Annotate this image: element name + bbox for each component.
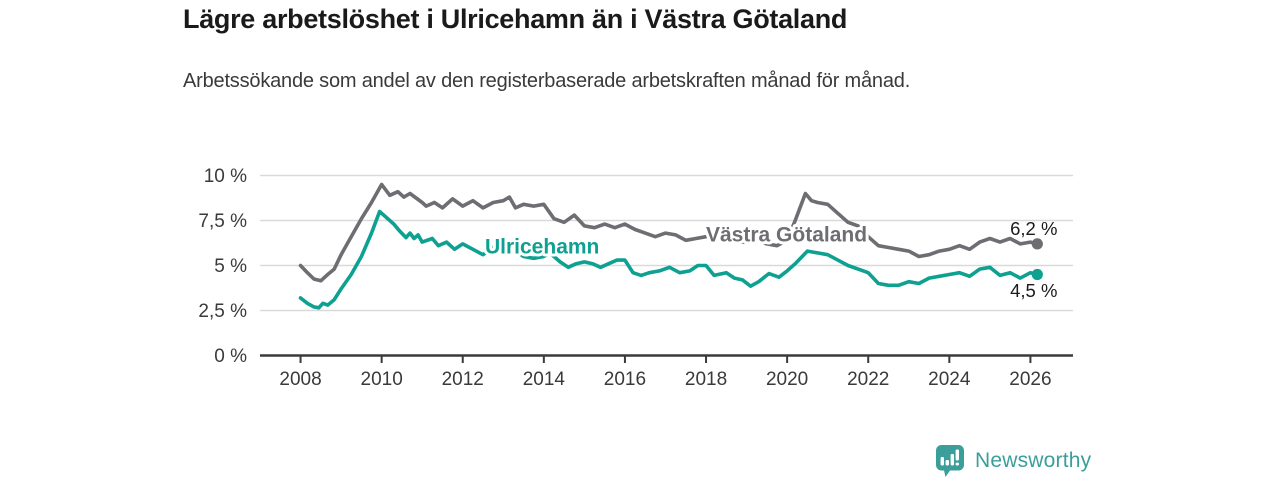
end-value-label: 4,5 %: [1010, 280, 1057, 301]
chart-subtitle: Arbetssökande som andel av den registerb…: [183, 70, 911, 92]
series-end-dot-v-stra-g-taland: [1031, 238, 1043, 250]
newsworthy-logo: Newsworthy: [936, 445, 1091, 477]
x-axis-label: 2022: [847, 369, 889, 390]
x-axis-label: 2008: [279, 369, 321, 390]
x-axis-label: 2010: [361, 369, 403, 390]
x-axis-label: 2016: [604, 369, 646, 390]
series-label-v-stra-g-taland: Västra Götaland: [706, 224, 867, 247]
x-axis-label: 2024: [928, 369, 971, 390]
page-title: Lägre arbetslöshet i Ulricehamn än i Väs…: [183, 4, 848, 34]
newsworthy-logo-text: Newsworthy: [975, 449, 1092, 472]
x-axis-label: 2012: [442, 369, 484, 390]
series-label-ulricehamn: Ulricehamn: [485, 235, 599, 258]
x-axis-label: 2018: [685, 369, 727, 390]
x-axis-label: 2026: [1009, 369, 1051, 390]
series-end-dot-ulricehamn: [1031, 268, 1043, 281]
series-line-ulricehamn: [298, 209, 1040, 310]
y-axis-label: 2,5 %: [198, 301, 247, 322]
end-value-label: 6,2 %: [1010, 218, 1057, 239]
y-axis-label: 5 %: [214, 256, 247, 277]
y-axis-label: 0 %: [214, 346, 247, 367]
y-axis-label: 7,5 %: [198, 211, 247, 232]
y-axis-label: 10 %: [204, 166, 247, 187]
series-line-v-stra-g-taland: [298, 182, 1040, 283]
x-axis-label: 2014: [523, 369, 566, 390]
newsworthy-bar-chart-bubble-icon: [936, 445, 964, 477]
x-axis-label: 2020: [766, 369, 808, 390]
